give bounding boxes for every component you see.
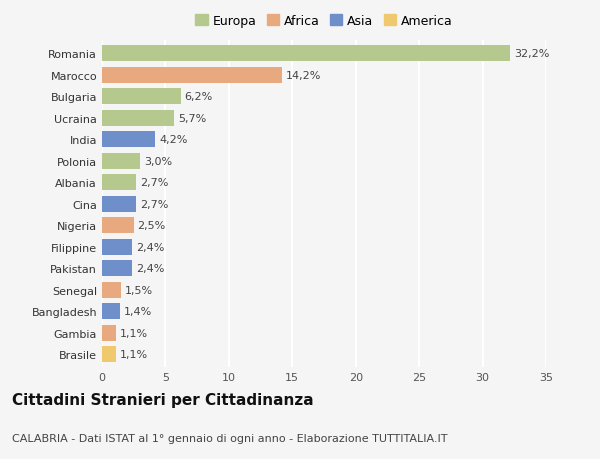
Text: Cittadini Stranieri per Cittadinanza: Cittadini Stranieri per Cittadinanza bbox=[12, 392, 314, 407]
Text: 32,2%: 32,2% bbox=[514, 49, 550, 59]
Bar bbox=[102, 111, 175, 127]
Text: 2,4%: 2,4% bbox=[136, 263, 164, 274]
Text: 1,4%: 1,4% bbox=[124, 307, 152, 316]
Bar bbox=[102, 132, 155, 148]
Text: 6,2%: 6,2% bbox=[184, 92, 213, 102]
Legend: Europa, Africa, Asia, America: Europa, Africa, Asia, America bbox=[195, 15, 453, 28]
Text: 2,7%: 2,7% bbox=[140, 199, 169, 209]
Bar bbox=[102, 196, 136, 213]
Text: 1,5%: 1,5% bbox=[125, 285, 153, 295]
Text: 1,1%: 1,1% bbox=[120, 328, 148, 338]
Text: 1,1%: 1,1% bbox=[120, 349, 148, 359]
Bar bbox=[102, 153, 140, 169]
Bar bbox=[102, 46, 511, 62]
Bar bbox=[102, 303, 120, 319]
Bar bbox=[102, 218, 134, 234]
Text: 5,7%: 5,7% bbox=[178, 113, 206, 123]
Bar bbox=[102, 239, 133, 255]
Text: 4,2%: 4,2% bbox=[159, 135, 187, 145]
Bar bbox=[102, 89, 181, 105]
Text: 3,0%: 3,0% bbox=[144, 157, 172, 166]
Bar bbox=[102, 346, 116, 362]
Bar bbox=[102, 261, 133, 277]
Bar bbox=[102, 175, 136, 191]
Bar bbox=[102, 67, 282, 84]
Text: CALABRIA - Dati ISTAT al 1° gennaio di ogni anno - Elaborazione TUTTITALIA.IT: CALABRIA - Dati ISTAT al 1° gennaio di o… bbox=[12, 433, 448, 442]
Bar bbox=[102, 282, 121, 298]
Text: 2,4%: 2,4% bbox=[136, 242, 164, 252]
Text: 2,5%: 2,5% bbox=[137, 221, 166, 231]
Text: 14,2%: 14,2% bbox=[286, 71, 322, 81]
Text: 2,7%: 2,7% bbox=[140, 178, 169, 188]
Bar bbox=[102, 325, 116, 341]
